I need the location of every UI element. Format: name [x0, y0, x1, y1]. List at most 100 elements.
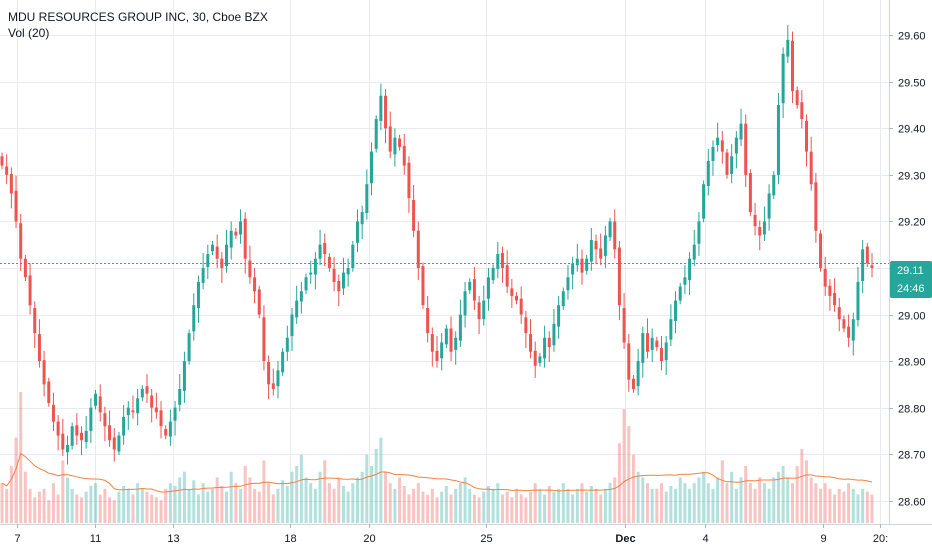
volume-bar	[196, 494, 200, 523]
volume-bar	[566, 488, 570, 523]
volume-bar	[510, 497, 514, 523]
volume-bar	[295, 466, 299, 523]
symbol-title[interactable]: MDU RESOURCES GROUP INC, 30, Cboe BZX	[8, 10, 268, 24]
candle-body	[711, 146, 715, 161]
volume-bar	[290, 471, 294, 523]
volume-bar	[257, 491, 261, 523]
volume-bar	[393, 488, 397, 523]
candle-body	[0, 156, 4, 166]
volume-bar	[407, 494, 411, 523]
price-tag-countdown: 24:46	[897, 283, 925, 295]
candle-body	[599, 248, 603, 259]
candles	[0, 24, 874, 465]
candle-body	[374, 119, 378, 149]
candle-body	[28, 275, 32, 306]
volume-bar	[486, 485, 490, 523]
candle-body	[388, 126, 392, 152]
volume-bar	[225, 491, 229, 523]
candle-body	[870, 265, 874, 268]
volume-bar	[37, 491, 41, 523]
volume-indicator-label[interactable]: Vol (20)	[8, 26, 50, 40]
candle-body	[262, 317, 266, 362]
volume-bar	[739, 477, 743, 523]
candle-body	[828, 285, 832, 296]
volume-bar	[379, 437, 383, 523]
volume-bar	[80, 497, 84, 523]
candle-body	[136, 398, 140, 414]
volume-bar	[61, 460, 65, 523]
candle-body	[201, 267, 205, 283]
candle-body	[398, 138, 402, 147]
volume-bar	[636, 471, 640, 523]
volume-bar	[332, 488, 336, 523]
candle-body	[683, 277, 687, 285]
volume-bar	[524, 497, 528, 523]
candle-body	[795, 90, 799, 106]
volume-bar	[402, 485, 406, 523]
candle-body	[33, 308, 37, 334]
volume-bar	[309, 483, 313, 523]
candle-body	[617, 247, 621, 306]
candle-body	[692, 244, 696, 260]
x-tick-label: 9	[820, 533, 826, 545]
candle-body	[108, 425, 112, 441]
volume-bar	[650, 488, 654, 523]
candle-body	[23, 258, 27, 278]
x-tick-label: 13	[167, 533, 179, 545]
candle-body	[281, 351, 285, 373]
candle-body	[697, 221, 701, 244]
candle-body	[482, 300, 486, 320]
candle-body	[645, 333, 649, 352]
candle-body	[304, 277, 308, 291]
candle-body	[655, 340, 659, 348]
candle-body	[182, 361, 186, 391]
volume-bar	[706, 483, 710, 523]
volume-bar	[140, 488, 144, 523]
volume-bar	[412, 488, 416, 523]
volume-bar	[192, 480, 196, 523]
candle-body	[253, 277, 257, 292]
x-tick-label: 18	[284, 533, 296, 545]
x-tick-label: 25	[480, 533, 492, 545]
candle-body	[295, 300, 299, 318]
volume-bar	[206, 491, 210, 523]
volume-bar	[477, 497, 481, 523]
candle-body	[42, 360, 46, 385]
candle-body	[225, 244, 229, 267]
volume-bar	[267, 483, 271, 523]
volume-bar	[229, 471, 233, 523]
candle-body	[458, 314, 462, 341]
volume-bar	[276, 488, 280, 523]
volume-bar	[374, 448, 378, 523]
candle-body	[851, 319, 855, 341]
candle-body	[80, 432, 84, 441]
candle-body	[664, 342, 668, 361]
candle-body	[84, 430, 88, 443]
candle-body	[776, 105, 780, 175]
candle-body	[856, 281, 860, 321]
time-axis[interactable]: 7 11 13 18 20 25 Dec 4 9 20:	[14, 524, 888, 545]
volume-bar	[47, 500, 51, 523]
y-tick-label: 28.60	[898, 497, 926, 509]
candle-body	[805, 120, 809, 152]
volume-bar	[458, 483, 462, 523]
candle-body	[790, 40, 794, 92]
volume-bar	[538, 488, 542, 523]
volume-bar	[809, 477, 813, 523]
candle-body	[341, 272, 345, 289]
volume-bar	[482, 491, 486, 523]
volume-bar	[688, 488, 692, 523]
volume-ma-line	[1, 452, 873, 493]
candle-body	[500, 253, 504, 268]
price-axis[interactable]: 29.6029.5029.4029.3029.2029.1029.0028.90…	[889, 31, 926, 509]
candle-body	[730, 156, 734, 174]
volume-bar	[122, 485, 126, 523]
volume-bar	[744, 466, 748, 523]
volume-bar	[758, 477, 762, 523]
candle-body	[622, 308, 626, 343]
volume-bar	[5, 488, 9, 523]
candle-body	[285, 337, 289, 352]
candle-body	[678, 286, 682, 301]
volume-bar	[580, 483, 584, 523]
volume-bar	[781, 466, 785, 523]
